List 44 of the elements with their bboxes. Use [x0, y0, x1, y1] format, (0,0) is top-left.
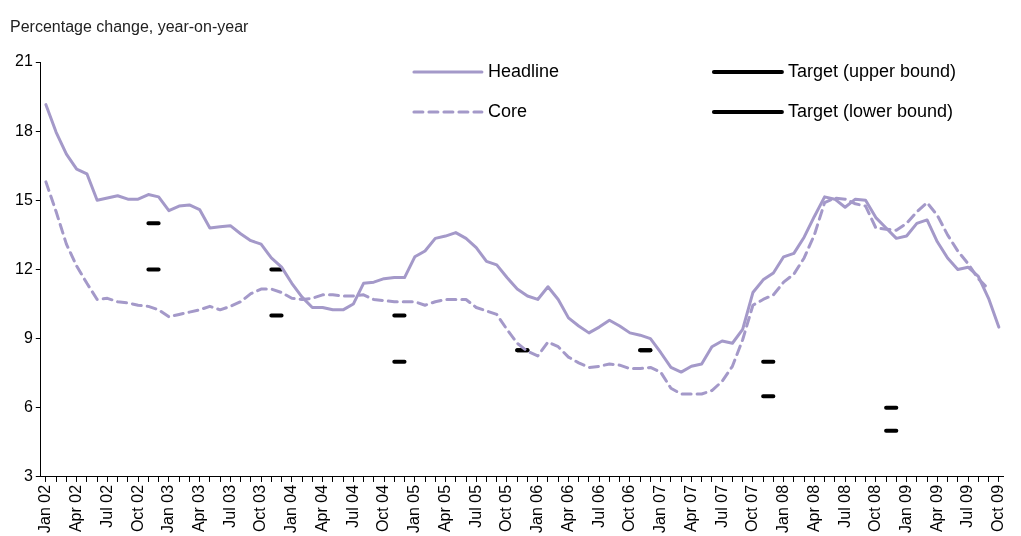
x-tick-label: Jan 03: [159, 484, 177, 534]
y-tick-label: 12: [15, 259, 33, 277]
x-tick-label: Jul 06: [589, 484, 607, 528]
x-tick-label: Oct 05: [497, 484, 515, 533]
x-tick-label: Jul 07: [712, 484, 730, 528]
y-tick-label: 21: [15, 52, 33, 70]
y-axis-title: Percentage change, year-on-year: [10, 18, 249, 36]
x-tick-label: Oct 06: [620, 484, 638, 533]
y-tick-label: 9: [23, 329, 33, 347]
x-tick-label: Oct 09: [989, 484, 1007, 533]
y-tick-label: 18: [15, 121, 33, 139]
x-tick-label: Jul 08: [835, 484, 853, 528]
legend-label: Target (upper bound): [787, 60, 957, 81]
legend-label: Core: [487, 100, 527, 121]
x-tick-label: Oct 02: [128, 484, 146, 533]
x-tick-label: Apr 04: [312, 484, 330, 533]
y-tick-label: 15: [15, 190, 33, 208]
x-tick-label: Jan 09: [896, 484, 914, 534]
x-tick-label: Jan 05: [405, 484, 423, 534]
x-tick-label: Oct 08: [866, 484, 884, 533]
x-tick-label: Apr 09: [927, 484, 945, 533]
x-tick-label: Jul 09: [958, 484, 976, 528]
y-tick-label: 6: [23, 398, 33, 416]
x-tick-label: Oct 07: [743, 484, 761, 533]
x-tick-label: Oct 03: [251, 484, 269, 533]
x-tick-label: Jul 04: [343, 484, 361, 528]
x-tick-label: Jan 07: [651, 484, 669, 534]
x-tick-label: Oct 04: [374, 484, 392, 533]
x-tick-label: Apr 03: [190, 484, 208, 533]
x-tick-label: Apr 02: [67, 484, 85, 533]
y-tick-label: 3: [23, 467, 33, 485]
legend-label: Headline: [487, 60, 559, 81]
x-tick-label: Apr 07: [681, 484, 699, 533]
x-tick-label: Apr 06: [558, 484, 576, 533]
x-tick-label: Jul 02: [97, 484, 115, 528]
x-tick-label: Apr 05: [435, 484, 453, 533]
x-tick-label: Jul 05: [466, 484, 484, 528]
x-tick-label: Jan 08: [774, 484, 792, 534]
x-tick-label: Jan 06: [528, 484, 546, 534]
x-tick-label: Jan 04: [282, 484, 300, 534]
x-tick-label: Jan 02: [36, 484, 54, 534]
legend-label: Target (lower bound): [787, 100, 954, 121]
x-tick-label: Apr 08: [804, 484, 822, 533]
x-tick-label: Jul 03: [220, 484, 238, 528]
